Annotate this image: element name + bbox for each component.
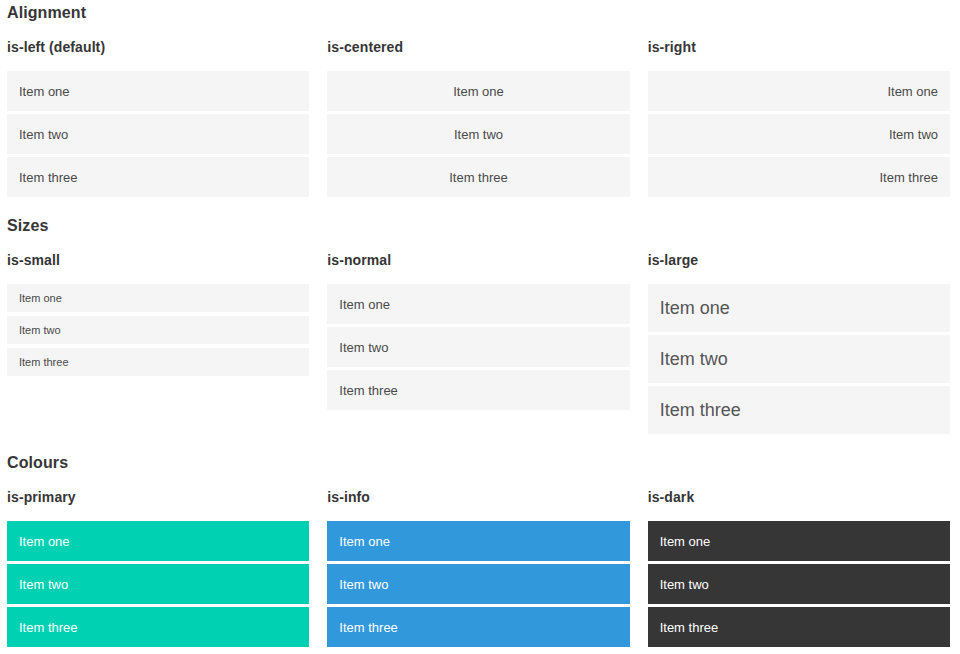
- list-center-aligned: Item one Item two Item three: [327, 71, 629, 197]
- list-item: Item one: [327, 284, 629, 324]
- section-colours: Colours is-primary Item one Item two Ite…: [7, 454, 950, 650]
- list-item: Item two: [648, 564, 950, 604]
- variant-subtitle: is-centered: [327, 39, 629, 55]
- list-item: Item two: [648, 114, 950, 154]
- section-title: Alignment: [7, 4, 950, 22]
- list-primary: Item one Item two Item three: [7, 521, 309, 647]
- list-item: Item two: [7, 114, 309, 154]
- list-item: Item three: [648, 607, 950, 647]
- list-left-aligned: Item one Item two Item three: [7, 71, 309, 197]
- column-is-dark: is-dark Item one Item two Item three: [648, 489, 950, 650]
- section-sizes: Sizes is-small Item one Item two Item th…: [7, 217, 950, 437]
- section-alignment: Alignment is-left (default) Item one Ite…: [7, 4, 950, 200]
- column-is-left: is-left (default) Item one Item two Item…: [7, 39, 309, 200]
- variant-subtitle: is-info: [327, 489, 629, 505]
- list-normal: Item one Item two Item three: [327, 284, 629, 410]
- column-is-primary: is-primary Item one Item two Item three: [7, 489, 309, 650]
- variant-subtitle: is-normal: [327, 252, 629, 268]
- list-item: Item one: [7, 71, 309, 111]
- section-title: Sizes: [7, 217, 950, 235]
- section-title: Colours: [7, 454, 950, 472]
- list-item: Item two: [327, 327, 629, 367]
- list-dark: Item one Item two Item three: [648, 521, 950, 647]
- list-item: Item three: [327, 157, 629, 197]
- variant-subtitle: is-dark: [648, 489, 950, 505]
- column-is-info: is-info Item one Item two Item three: [327, 489, 629, 650]
- list-item: Item three: [648, 157, 950, 197]
- list-item: Item one: [648, 71, 950, 111]
- list-item: Item one: [327, 521, 629, 561]
- list-item: Item one: [327, 71, 629, 111]
- list-item: Item two: [7, 564, 309, 604]
- list-item: Item two: [327, 564, 629, 604]
- list-item: Item two: [7, 316, 309, 344]
- column-is-right: is-right Item one Item two Item three: [648, 39, 950, 200]
- list-item: Item three: [648, 386, 950, 434]
- list-large: Item one Item two Item three: [648, 284, 950, 434]
- columns-row: is-small Item one Item two Item three is…: [7, 252, 950, 437]
- list-item: Item three: [7, 157, 309, 197]
- variant-subtitle: is-small: [7, 252, 309, 268]
- list-item: Item one: [648, 521, 950, 561]
- columns-row: is-primary Item one Item two Item three …: [7, 489, 950, 650]
- page: Alignment is-left (default) Item one Ite…: [0, 0, 960, 654]
- variant-subtitle: is-left (default): [7, 39, 309, 55]
- list-item: Item one: [7, 284, 309, 312]
- list-item: Item two: [327, 114, 629, 154]
- columns-row: is-left (default) Item one Item two Item…: [7, 39, 950, 200]
- column-is-centered: is-centered Item one Item two Item three: [327, 39, 629, 200]
- list-item: Item one: [648, 284, 950, 332]
- column-is-small: is-small Item one Item two Item three: [7, 252, 309, 437]
- list-item: Item three: [7, 607, 309, 647]
- list-item: Item two: [648, 335, 950, 383]
- list-info: Item one Item two Item three: [327, 521, 629, 647]
- variant-subtitle: is-right: [648, 39, 950, 55]
- list-item: Item three: [7, 348, 309, 376]
- column-is-normal: is-normal Item one Item two Item three: [327, 252, 629, 437]
- list-right-aligned: Item one Item two Item three: [648, 71, 950, 197]
- list-item: Item three: [327, 370, 629, 410]
- list-item: Item one: [7, 521, 309, 561]
- list-item: Item three: [327, 607, 629, 647]
- variant-subtitle: is-primary: [7, 489, 309, 505]
- list-small: Item one Item two Item three: [7, 284, 309, 376]
- variant-subtitle: is-large: [648, 252, 950, 268]
- column-is-large: is-large Item one Item two Item three: [648, 252, 950, 437]
